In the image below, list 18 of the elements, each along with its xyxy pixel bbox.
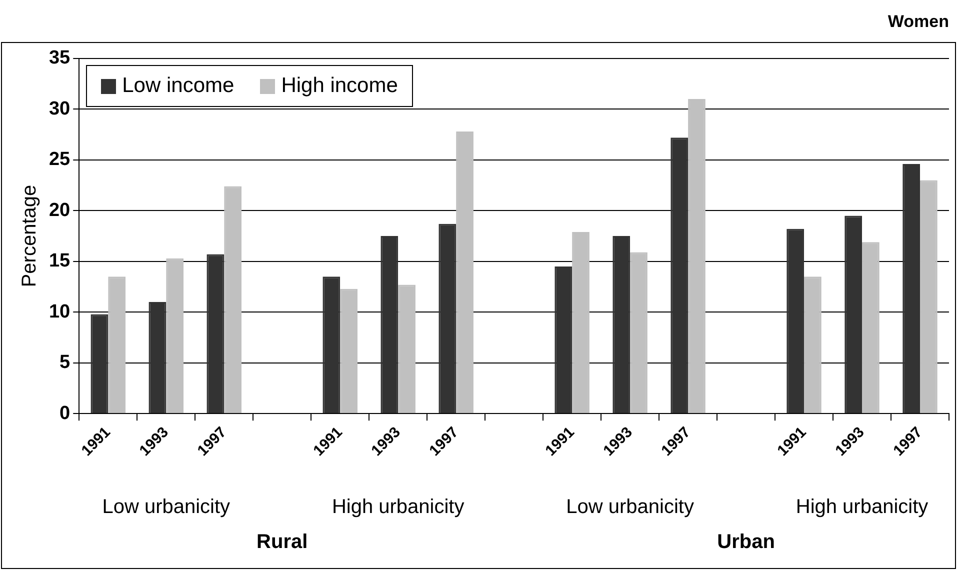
y-tick-label: 15: [48, 250, 71, 272]
legend-label: High income: [281, 74, 398, 98]
text: High urbanicity: [332, 496, 464, 518]
y-tick-label: 10: [48, 301, 70, 322]
y-tick-label: 0: [60, 402, 70, 424]
text: Urban: [717, 531, 775, 554]
text: Low urbanicity: [102, 496, 230, 518]
y-tick-label: 25: [48, 149, 71, 170]
y-axis-title: Percentage: [18, 184, 41, 288]
y-tick-label: 5: [60, 352, 71, 374]
legend-label: Low income: [122, 74, 234, 98]
text: Rural: [256, 531, 308, 554]
y-tick-label: 35: [48, 48, 71, 69]
text: Low urbanicity: [566, 496, 694, 518]
y-tick-label: 30: [48, 98, 70, 120]
y-tick-label: 20: [48, 200, 70, 221]
chart-title: Women: [888, 12, 949, 31]
text: High urbanicity: [796, 496, 928, 518]
